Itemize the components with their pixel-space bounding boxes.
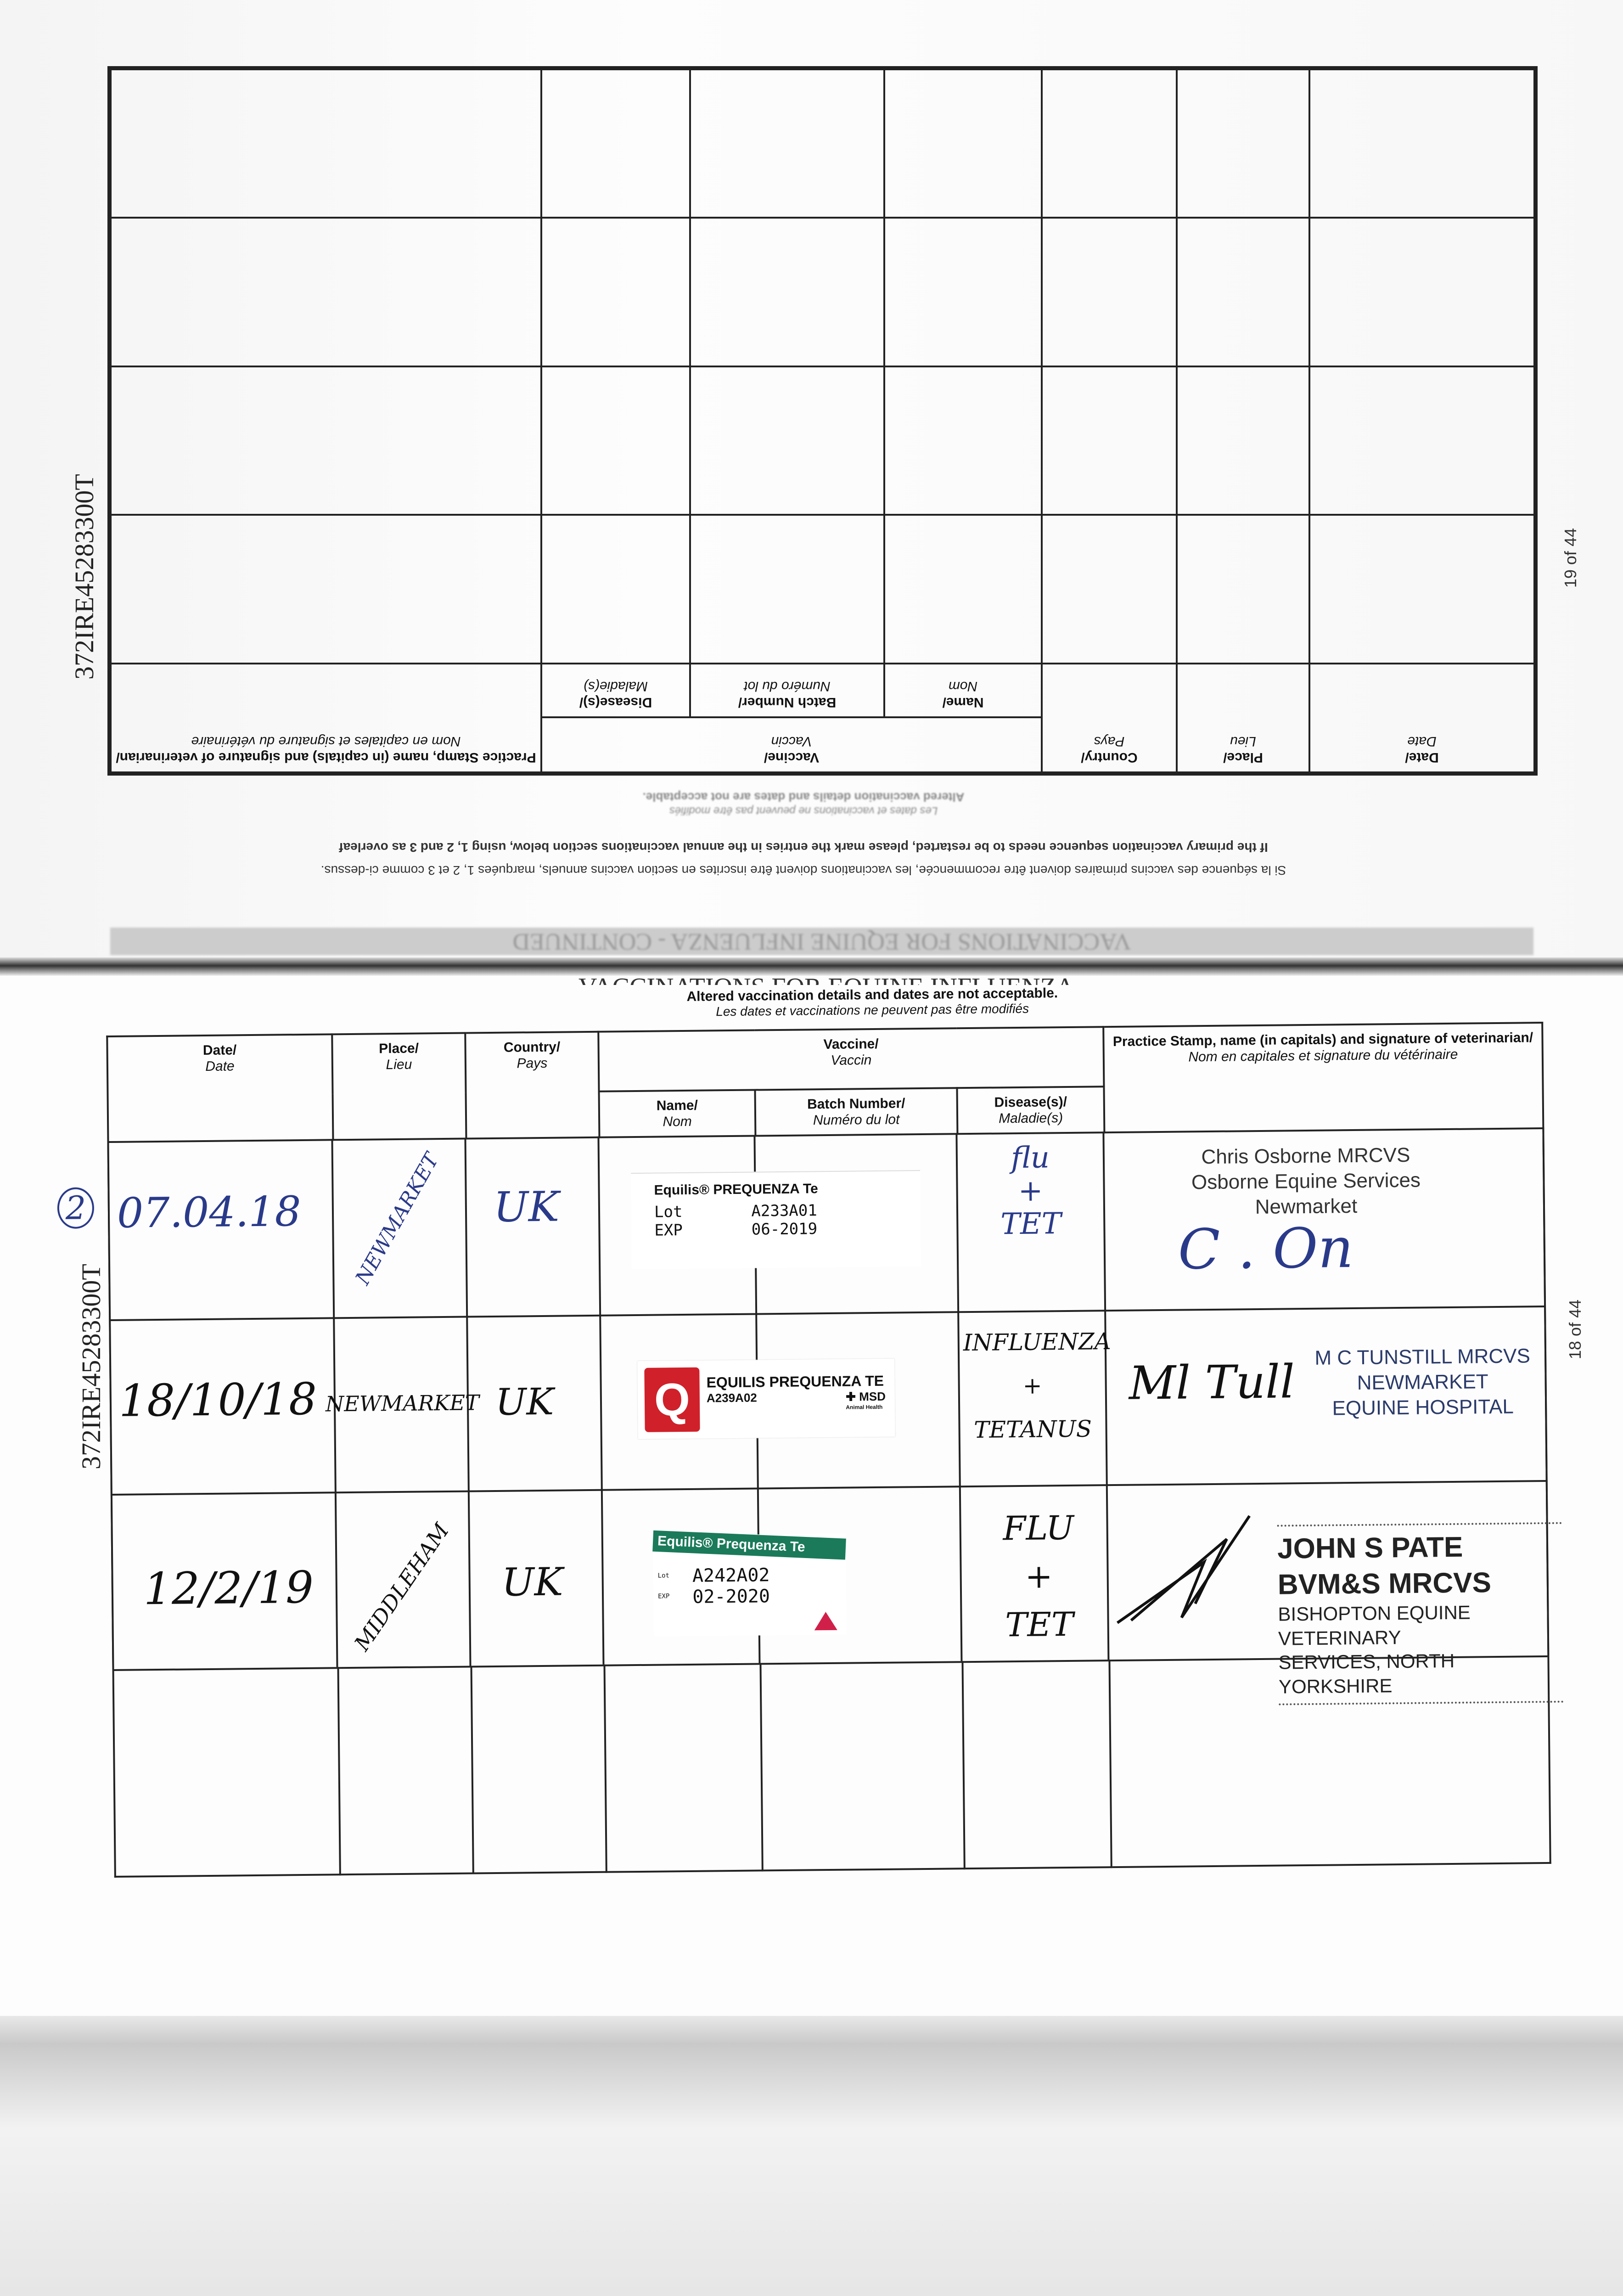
q-logo-icon: Q bbox=[644, 1367, 700, 1432]
expiry-date: 02-2020 bbox=[692, 1586, 770, 1608]
page-number-lower: 18 of 44 bbox=[1566, 1300, 1584, 1360]
col-name: Name/Nom bbox=[884, 664, 1042, 717]
col-vet: Practice Stamp, name (in capitals) and s… bbox=[111, 664, 541, 772]
instruction-en: If the primary vaccination sequence need… bbox=[339, 840, 1268, 855]
entry-date: 18/10/18 bbox=[118, 1373, 317, 1427]
id-number-lower: 372IRE45283300T bbox=[76, 1264, 106, 1469]
entry-disease: INFLUENZA + TETANUS bbox=[963, 1328, 1111, 1443]
entry-disease: FLU + TET bbox=[1003, 1508, 1074, 1644]
upper-vaccination-table: Date/Date Place/Lieu Country/Pays Vaccin… bbox=[107, 66, 1538, 776]
msd-logo: ✚ MSD Animal Health bbox=[845, 1389, 886, 1411]
col-vaccine: Vaccine/Vaccin bbox=[541, 717, 1042, 772]
vaccine-label: Q EQUILIS PREQUENZA TE A239A02 ✚ MSD Anima… bbox=[637, 1358, 895, 1439]
upper-page bbox=[0, 0, 1623, 969]
vet-stamp: JOHN S PATE BVM&S MRCVS BISHOPTON EQUINE … bbox=[1277, 1522, 1564, 1705]
vaccination-table: Date/Date Place/Lieu Country/Pays Vaccin… bbox=[57, 1022, 1564, 1877]
upper-instructions: Si la séquence des vaccins primaires doi… bbox=[138, 790, 1469, 878]
instruction-fr: Si la séquence des vaccins primaires doi… bbox=[320, 863, 1286, 878]
vet-signature: C . On bbox=[1178, 1216, 1354, 1282]
exp-label: EXP bbox=[657, 1593, 670, 1600]
book-fold bbox=[0, 957, 1623, 976]
label-product: Equilis® PREQUENZA Te bbox=[654, 1181, 818, 1198]
notice-fr-upper: Les dates et vaccinations ne peuvent pas… bbox=[669, 805, 938, 817]
vet-signature bbox=[1116, 1515, 1251, 1624]
entry-country: UK bbox=[493, 1182, 560, 1232]
col-batch: Batch Number/Numéro du lot bbox=[690, 664, 884, 717]
label-corner-mark bbox=[814, 1611, 837, 1631]
lot-label: Lot bbox=[654, 1203, 683, 1221]
lot-number: A233A01 bbox=[751, 1201, 817, 1221]
id-number-upper: 372IRE45283300T bbox=[69, 474, 99, 680]
sequence-marker: 2 bbox=[57, 1187, 95, 1229]
page-number-upper: 19 of 44 bbox=[1561, 528, 1580, 588]
page-edge bbox=[0, 2016, 1623, 2296]
lot-label: Lot bbox=[657, 1572, 670, 1580]
vet-stamp: Chris Osborne MRCVS Osborne Equine Servic… bbox=[1191, 1143, 1421, 1219]
vet-signature: Ml Tull bbox=[1129, 1355, 1295, 1410]
lot-number: A239A02 bbox=[706, 1390, 757, 1405]
table-row bbox=[111, 515, 1534, 664]
col-disease: Disease(s)/Maladie(s) bbox=[541, 664, 690, 717]
label-product: EQUILIS PREQUENZA TE bbox=[706, 1372, 884, 1391]
table-row bbox=[111, 218, 1534, 366]
vaccine-label: Equilis® Prequenza Te Lot EXP A242A02 02-2… bbox=[652, 1530, 847, 1637]
label-product: Equilis® Prequenza Te bbox=[652, 1530, 846, 1560]
expiry-date: 06-2019 bbox=[751, 1220, 818, 1239]
entry-disease: flu + TET bbox=[1000, 1141, 1061, 1242]
vet-stamp: M C TUNSTILL MRCVS NEWMARKET EQUINE HOSPIT… bbox=[1314, 1345, 1531, 1420]
entry-date: 12/2/19 bbox=[143, 1561, 314, 1615]
col-place: Place/Lieu bbox=[1177, 664, 1309, 772]
col-country: Country/Pays bbox=[1042, 664, 1177, 772]
lot-number: A242A02 bbox=[692, 1564, 770, 1587]
vaccine-label: Equilis® PREQUENZA Te Lot EXP A233A01 06-2… bbox=[631, 1170, 921, 1270]
exp-label: EXP bbox=[654, 1221, 683, 1240]
upper-heading: VACCINATIONS FOR EQUINE INFLUENZA - CONT… bbox=[110, 928, 1533, 955]
table-row bbox=[111, 69, 1534, 218]
entry-country: UK bbox=[501, 1559, 563, 1605]
entry-place: NEWMARKET bbox=[325, 1390, 479, 1417]
col-date: Date/Date bbox=[1309, 664, 1534, 772]
notice-en-upper: Altered vaccination details and dates ar… bbox=[642, 790, 965, 804]
lower-heading: VACCINATIONS FOR EQUINE INFLUENZA bbox=[367, 967, 1286, 985]
entry-country: UK bbox=[495, 1380, 554, 1424]
table-row bbox=[111, 366, 1534, 515]
entry-date: 07.04.18 bbox=[117, 1187, 302, 1238]
lower-page bbox=[0, 976, 1623, 2046]
